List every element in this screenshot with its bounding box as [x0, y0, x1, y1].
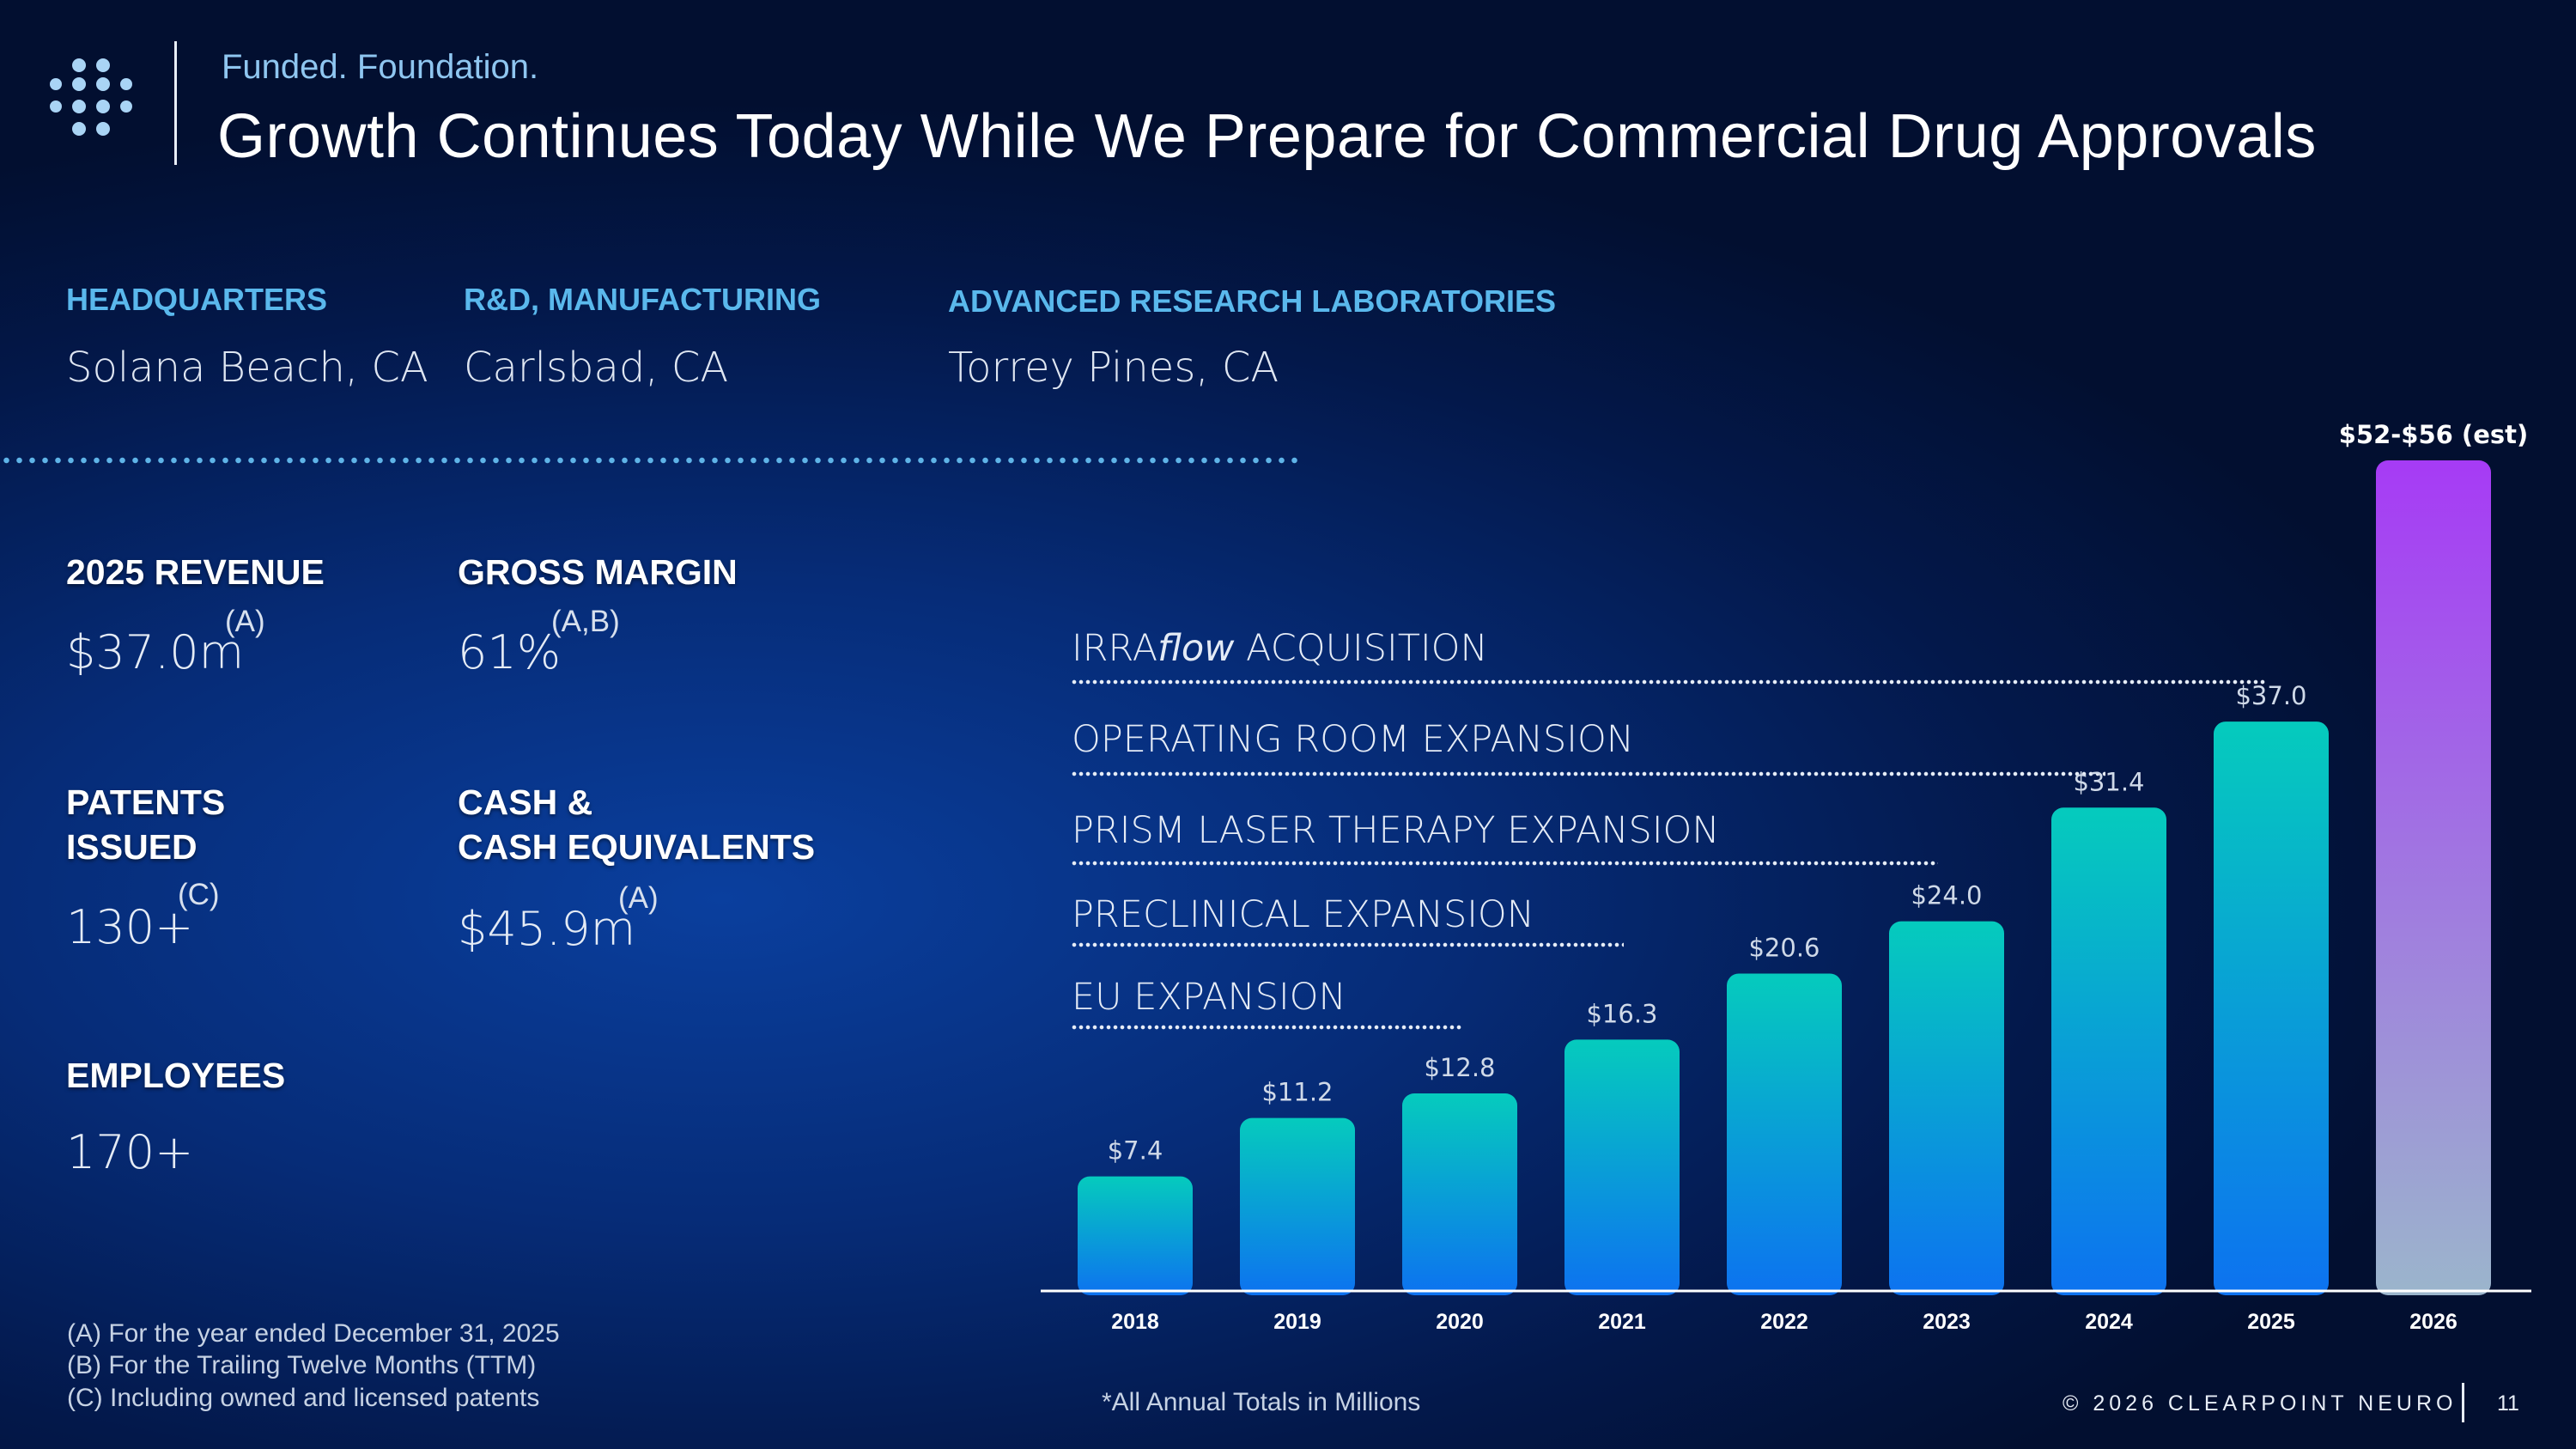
stat-note-cash: (A) [618, 881, 659, 915]
tick-label-2023: 2023 [1923, 1310, 1971, 1334]
data-label-2022: $20.6 [1748, 933, 1820, 962]
bar-2023 [1889, 921, 2004, 1295]
stat-note-patents: (C) [178, 878, 220, 911]
tick-label-2021: 2021 [1598, 1310, 1646, 1334]
stat-label-cash-line1: CASH & [458, 782, 593, 822]
tick-label-2022: 2022 [1760, 1310, 1808, 1334]
stat-value-employees: 170+ [66, 1125, 194, 1179]
tick-label-2025: 2025 [2247, 1310, 2295, 1334]
milestone-line-prism [1071, 861, 1938, 866]
milestone-eu: EU EXPANSION [1072, 976, 1346, 1019]
stat-label-patents-line2: ISSUED [66, 827, 197, 867]
stat-value-gross-margin: 61% [458, 625, 562, 679]
milestone-irraflow: IRRAflow ACQUISITION [1072, 627, 1488, 670]
milestone-irraflow-prefix: IRRA [1072, 627, 1158, 670]
bar-2019 [1240, 1117, 1355, 1295]
milestone-line-operating-room [1071, 771, 2105, 776]
dotted-divider [0, 457, 1298, 464]
milestone-line-preclinical [1071, 942, 1624, 947]
copyright: © 2026 CLEARPOINT NEURO [2063, 1391, 2458, 1416]
data-label-2020: $12.8 [1424, 1053, 1495, 1082]
stat-label-employees: EMPLOYEES [66, 1056, 286, 1095]
location-value-headquarters: Solana Beach, CA [66, 344, 428, 392]
tick-label-2026: 2026 [2409, 1310, 2458, 1334]
location-value-labs: Torrey Pines, CA [948, 344, 1279, 392]
milestone-line-irraflow [1071, 679, 2267, 685]
dot-grid-logo-icon [50, 58, 132, 136]
milestone-irraflow-italic: flow [1157, 627, 1235, 670]
milestone-line-eu [1071, 1025, 1461, 1030]
milestone-preclinical: PRECLINICAL EXPANSION [1072, 893, 1534, 936]
location-label-rd: R&D, MANUFACTURING [464, 282, 821, 317]
data-label-2023: $24.0 [1911, 881, 1982, 910]
bar-2018 [1078, 1176, 1193, 1295]
footnote-a: (A) For the year ended December 31, 2025 [67, 1319, 560, 1348]
milestone-prism: PRISM LASER THERAPY EXPANSION [1072, 809, 1720, 852]
tick-label-2018: 2018 [1111, 1310, 1159, 1334]
stat-note-gross-margin: (A,B) [551, 605, 620, 638]
stat-label-cash-line2: CASH EQUIVALENTS [458, 827, 816, 867]
page-title: Growth Continues Today While We Prepare … [217, 102, 2317, 171]
bar-2026 [2376, 460, 2491, 1295]
data-label-2026: $52-$56 (est) [2339, 420, 2529, 449]
footer-divider [2462, 1383, 2464, 1422]
stat-label-revenue: 2025 REVENUE [66, 552, 325, 592]
bar-2022 [1727, 973, 1842, 1295]
footnote-c: (C) Including owned and licensed patents [67, 1384, 540, 1412]
data-label-2025: $37.0 [2235, 681, 2306, 710]
stat-value-cash: $45.9m [458, 902, 636, 956]
tick-label-2020: 2020 [1436, 1310, 1484, 1334]
data-label-2018: $7.4 [1108, 1136, 1163, 1166]
bar-2025 [2214, 721, 2329, 1295]
stat-label-gross-margin: GROSS MARGIN [458, 552, 738, 592]
header-divider [174, 41, 177, 165]
tick-label-2024: 2024 [2085, 1310, 2133, 1334]
bar-2024 [2051, 807, 2166, 1295]
stat-value-revenue: $37.0m [66, 625, 245, 679]
data-label-2021: $16.3 [1586, 999, 1657, 1028]
page-number: 11 [2497, 1391, 2519, 1416]
stat-label-patents-line1: PATENTS [66, 782, 226, 822]
tick-label-2019: 2019 [1273, 1310, 1321, 1334]
footnote-b: (B) For the Trailing Twelve Months (TTM) [67, 1351, 537, 1379]
chart-units-note: *All Annual Totals in Millions [1102, 1388, 1421, 1416]
location-label-labs: ADVANCED RESEARCH LABORATORIES [948, 283, 1557, 319]
location-label-headquarters: HEADQUARTERS [66, 282, 328, 317]
data-label-2019: $11.2 [1261, 1078, 1333, 1107]
stat-value-patents: 130+ [66, 900, 194, 954]
milestone-operating-room: OPERATING ROOM EXPANSION [1072, 718, 1634, 761]
stat-note-revenue: (A) [225, 605, 265, 638]
bar-2021 [1564, 1039, 1680, 1295]
page-subtitle: Funded. Foundation. [222, 48, 539, 86]
location-value-rd: Carlsbad, CA [464, 344, 729, 392]
data-label-2024: $31.4 [2073, 767, 2144, 796]
milestone-irraflow-suffix: ACQUISITION [1234, 627, 1488, 670]
bar-2020 [1402, 1093, 1517, 1295]
